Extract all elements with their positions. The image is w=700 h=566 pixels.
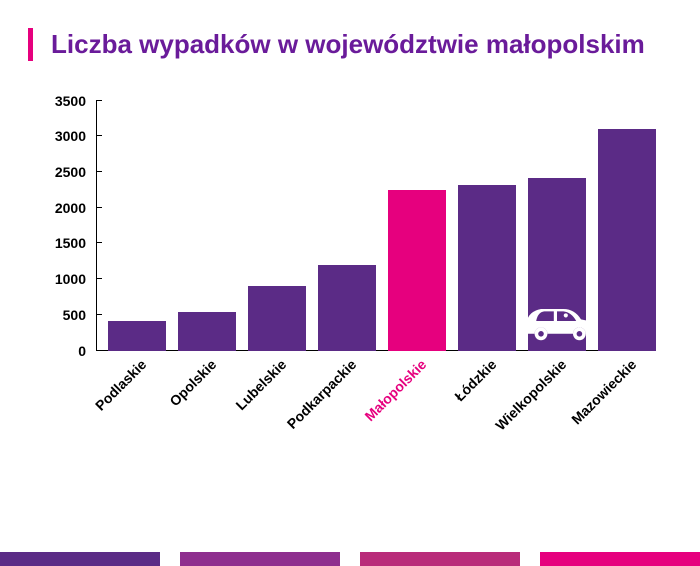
- y-tick-label: 500: [63, 307, 96, 323]
- y-tick-label: 0: [78, 343, 96, 359]
- y-tick: [96, 100, 102, 101]
- bar-slot: [388, 101, 446, 351]
- x-axis-label: Podlaskie: [92, 356, 150, 414]
- bar: [108, 321, 166, 351]
- bar-slot: [318, 101, 376, 351]
- bar-slot: [598, 101, 656, 351]
- bar-slot: [248, 101, 306, 351]
- y-tick: [96, 207, 102, 208]
- bar-slot: [178, 101, 236, 351]
- y-tick-label: 2500: [55, 164, 96, 180]
- x-axis-label: Podkarpackie: [284, 356, 360, 432]
- bar: [318, 265, 376, 351]
- x-axis-label: Lubelskie: [232, 356, 289, 413]
- y-tick: [96, 242, 102, 243]
- x-axis-label: Małopolskie: [361, 356, 429, 424]
- accidents-bar-chart: 0500100015002000250030003500 PodlaskieOp…: [40, 101, 660, 431]
- footer-segment: [0, 552, 160, 566]
- y-tick: [96, 135, 102, 136]
- x-axis-label: Wielkopolskie: [492, 356, 569, 433]
- chart-title: Liczba wypadków w województwie małopolsk…: [51, 28, 645, 61]
- y-tick-label: 3000: [55, 128, 96, 144]
- bar: [598, 129, 656, 350]
- bar-slot: [458, 101, 516, 351]
- footer-segment: [540, 552, 700, 566]
- bar: [248, 286, 306, 350]
- bar: [388, 190, 446, 351]
- footer-color-stripe: [0, 552, 700, 566]
- y-tick: [96, 314, 102, 315]
- x-axis-label: Mazowieckie: [568, 356, 639, 427]
- bar: [458, 185, 516, 351]
- footer-segment: [360, 552, 520, 566]
- title-accent-bar: [28, 28, 33, 61]
- y-tick-label: 1500: [55, 235, 96, 251]
- x-axis-label: Łódzkie: [451, 356, 499, 404]
- bar: [528, 178, 586, 351]
- x-axis-label: Opolskie: [166, 356, 219, 409]
- footer-segment: [180, 552, 340, 566]
- y-tick-label: 1000: [55, 271, 96, 287]
- bar-slot: [108, 101, 166, 351]
- y-tick-label: 2000: [55, 200, 96, 216]
- y-tick: [96, 350, 102, 351]
- bar: [178, 312, 236, 351]
- y-tick: [96, 278, 102, 279]
- chart-title-block: Liczba wypadków w województwie małopolsk…: [28, 28, 660, 61]
- y-tick: [96, 171, 102, 172]
- y-tick-label: 3500: [55, 93, 96, 109]
- bar-slot: [528, 101, 586, 351]
